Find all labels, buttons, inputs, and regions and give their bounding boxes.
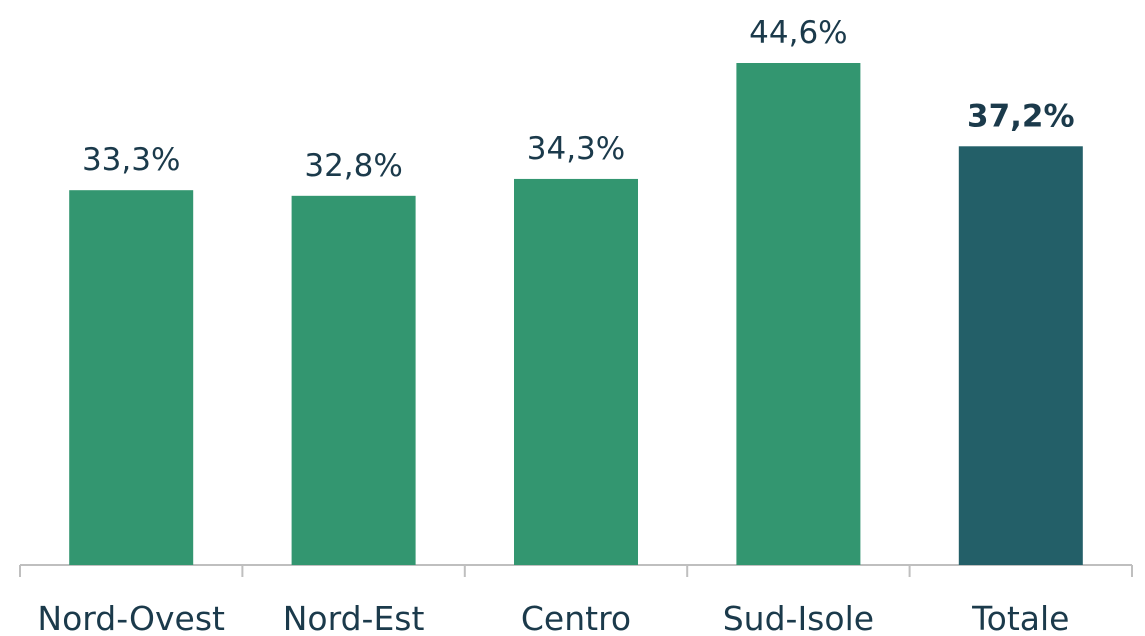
value-label: 33,3% <box>82 142 180 178</box>
x-tick-label: Totale <box>971 599 1069 636</box>
x-tick-label: Sud-Isole <box>723 599 874 636</box>
value-label: 44,6% <box>749 15 847 51</box>
bar <box>958 146 1083 565</box>
value-label: 37,2% <box>967 98 1075 134</box>
bar <box>291 195 416 565</box>
bar <box>736 63 861 565</box>
value-label: 34,3% <box>527 131 625 167</box>
x-tick-label: Nord-Ovest <box>37 599 225 636</box>
bar <box>69 190 194 565</box>
bar <box>514 178 638 565</box>
x-tick-label: Centro <box>521 599 631 636</box>
value-label: 32,8% <box>304 148 402 184</box>
x-tick-label: Nord-Est <box>283 599 425 636</box>
